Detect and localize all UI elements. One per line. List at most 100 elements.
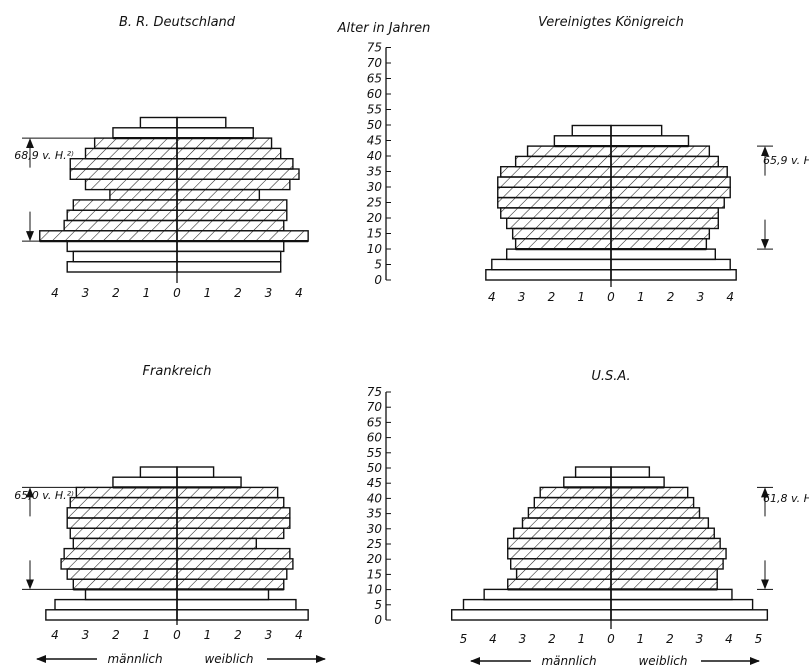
age-tick-label: 25: [367, 196, 382, 210]
male-bar: [112, 127, 178, 139]
female-bar: [176, 466, 215, 478]
x-tick-label: 3: [82, 628, 90, 642]
male-bar: [451, 609, 612, 621]
female-bar: [610, 248, 717, 261]
age-tick-label: 35: [367, 165, 382, 179]
female-bar: [176, 609, 309, 621]
female-label: weiblich: [638, 654, 687, 668]
x-tick-label: 1: [143, 628, 151, 642]
age-tick-label: 65: [367, 72, 382, 86]
working-age-label: 65,9 v. H.²⁾: [763, 154, 809, 167]
age-tick-label: 50: [367, 118, 383, 132]
x-tick-label: 4: [51, 286, 59, 300]
x-tick-label: 3: [265, 628, 273, 642]
age-tick-label: 60: [367, 87, 383, 101]
age-tick-label: 45: [367, 134, 382, 148]
x-tick-label: 3: [265, 286, 273, 300]
age-tick-label: 15: [367, 567, 382, 581]
x-tick-label: 3: [696, 632, 704, 646]
x-tick-label: 0: [173, 628, 181, 642]
sex-direction-footer: männlich weiblich männlich weiblich: [36, 652, 760, 668]
x-tick-label: 1: [577, 290, 585, 304]
female-bar: [610, 269, 737, 281]
male-bar: [66, 240, 178, 253]
x-tick-label: 3: [518, 290, 526, 304]
age-tick-label: 70: [367, 400, 383, 414]
male-bar: [54, 598, 178, 611]
female-bar: [176, 127, 254, 139]
x-tick-label: 4: [295, 628, 303, 642]
age-tick-label: 40: [367, 491, 383, 505]
age-tick-label: 70: [367, 56, 383, 70]
female-bar: [176, 116, 227, 129]
x-tick-label: 4: [488, 290, 496, 304]
x-tick-label: 3: [82, 286, 90, 300]
pyramid-panel: 5 4 3 2 1 0 1 2 3 4 5 U.S.A. 61,8 v. H.²⁾: [451, 369, 809, 646]
age-tick-label: 30: [367, 180, 383, 194]
female-bar: [610, 258, 731, 271]
pyramid-title: Vereinigtes Königreich: [538, 15, 684, 30]
age-tick-label: 75: [367, 385, 382, 399]
male-label: männlich: [107, 652, 162, 666]
female-bar: [176, 588, 270, 601]
female-label: weiblich: [204, 652, 253, 666]
female-bar: [610, 124, 663, 137]
working-age-label: 65,0 v. H.²⁾: [14, 489, 74, 502]
pyramid-title: U.S.A.: [591, 369, 630, 384]
x-tick-label: 2: [234, 628, 242, 642]
x-tick-label: 3: [697, 290, 705, 304]
female-bar: [176, 250, 282, 263]
x-tick-label: 2: [112, 286, 120, 300]
x-tick-label: 1: [143, 286, 151, 300]
male-bar: [84, 588, 178, 601]
age-tick-label: 30: [367, 522, 383, 536]
female-bar: [610, 135, 690, 147]
male-label: männlich: [541, 654, 596, 668]
female-bar: [610, 598, 754, 611]
age-tick-label: 35: [367, 507, 382, 521]
x-tick-label: 0: [607, 632, 615, 646]
age-tick-label: 15: [367, 227, 382, 241]
working-age-label: 68,9 v. H.²⁾: [14, 149, 74, 162]
pyramid-title: B. R. Deutschland: [119, 15, 236, 30]
female-bar: [176, 261, 282, 273]
male-bar: [563, 476, 612, 489]
age-tick-label: 65: [367, 415, 382, 429]
x-tick-label: 1: [578, 632, 586, 646]
male-bar: [45, 609, 178, 621]
age-tick-label: 60: [367, 431, 383, 445]
x-tick-label: 1: [637, 290, 645, 304]
x-tick-label: 4: [725, 632, 733, 646]
age-tick-label: 40: [367, 149, 383, 163]
age-tick-label: 0: [374, 613, 382, 627]
age-tick-label: 5: [374, 258, 382, 272]
pyramid-panel: 4 3 2 1 0 1 2 3 4 B. R. Deutschland 68,9 v. H.²⁾: [14, 15, 309, 300]
female-bar: [176, 240, 285, 253]
age-tick-label: 20: [367, 211, 383, 225]
age-tick-label: 20: [367, 552, 383, 566]
male-bar: [462, 598, 612, 611]
x-tick-label: 5: [460, 632, 468, 646]
male-bar: [139, 116, 178, 129]
male-bar: [483, 588, 612, 601]
male-bar: [571, 124, 612, 137]
x-tick-label: 2: [548, 632, 556, 646]
x-tick-label: 4: [295, 286, 303, 300]
working-age-label: 61,8 v. H.²⁾: [763, 492, 809, 505]
female-bar: [610, 609, 769, 621]
x-tick-label: 4: [726, 290, 734, 304]
x-tick-label: 0: [173, 286, 181, 300]
age-tick-label: 45: [367, 476, 382, 490]
age-tick-label: 10: [367, 242, 383, 256]
male-bar: [72, 250, 178, 263]
age-tick-label: 25: [367, 537, 382, 551]
age-tick-label: 10: [367, 583, 383, 597]
pyramid-title: Frankreich: [143, 364, 212, 379]
female-bar: [610, 588, 733, 601]
pyramid-panel: 4 3 2 1 0 1 2 3 4 Frankreich 65,0 v. H.²⁾: [14, 364, 309, 642]
age-tick-label: 55: [367, 446, 382, 460]
male-bar: [491, 258, 612, 271]
male-bar: [574, 466, 612, 478]
